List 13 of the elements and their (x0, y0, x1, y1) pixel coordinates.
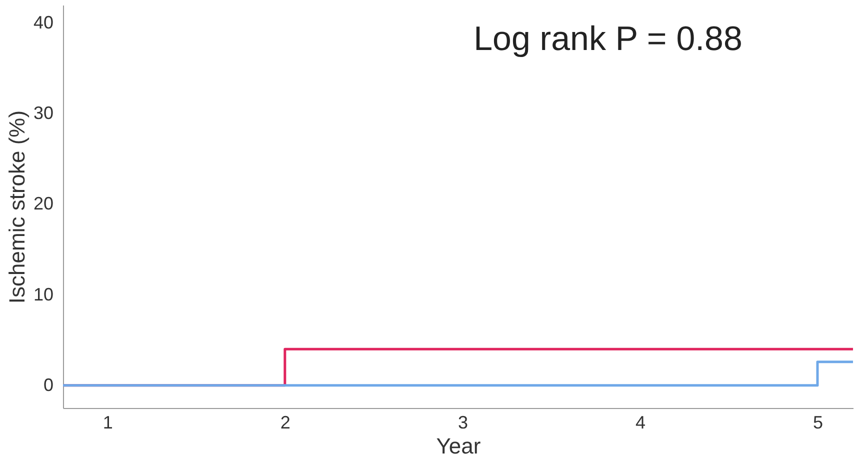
y-tick-label: 40 (33, 12, 54, 33)
x-tick-label: 1 (102, 412, 113, 432)
x-tick-label: 2 (280, 412, 290, 432)
x-tick-label: 5 (812, 412, 823, 432)
x-tick-label: 4 (635, 412, 646, 432)
y-tick-label: 10 (33, 284, 54, 304)
y-tick-label: 30 (33, 103, 54, 124)
y-tick-label: 0 (43, 374, 54, 395)
y-tick-label: 20 (33, 194, 54, 214)
annotation: Log rank P = 0.88 (474, 20, 742, 58)
y-axis-title: Ischemic stroke (%) (4, 110, 30, 304)
x-tick-label: 3 (458, 412, 468, 432)
x-axis-title: Year (436, 434, 481, 458)
